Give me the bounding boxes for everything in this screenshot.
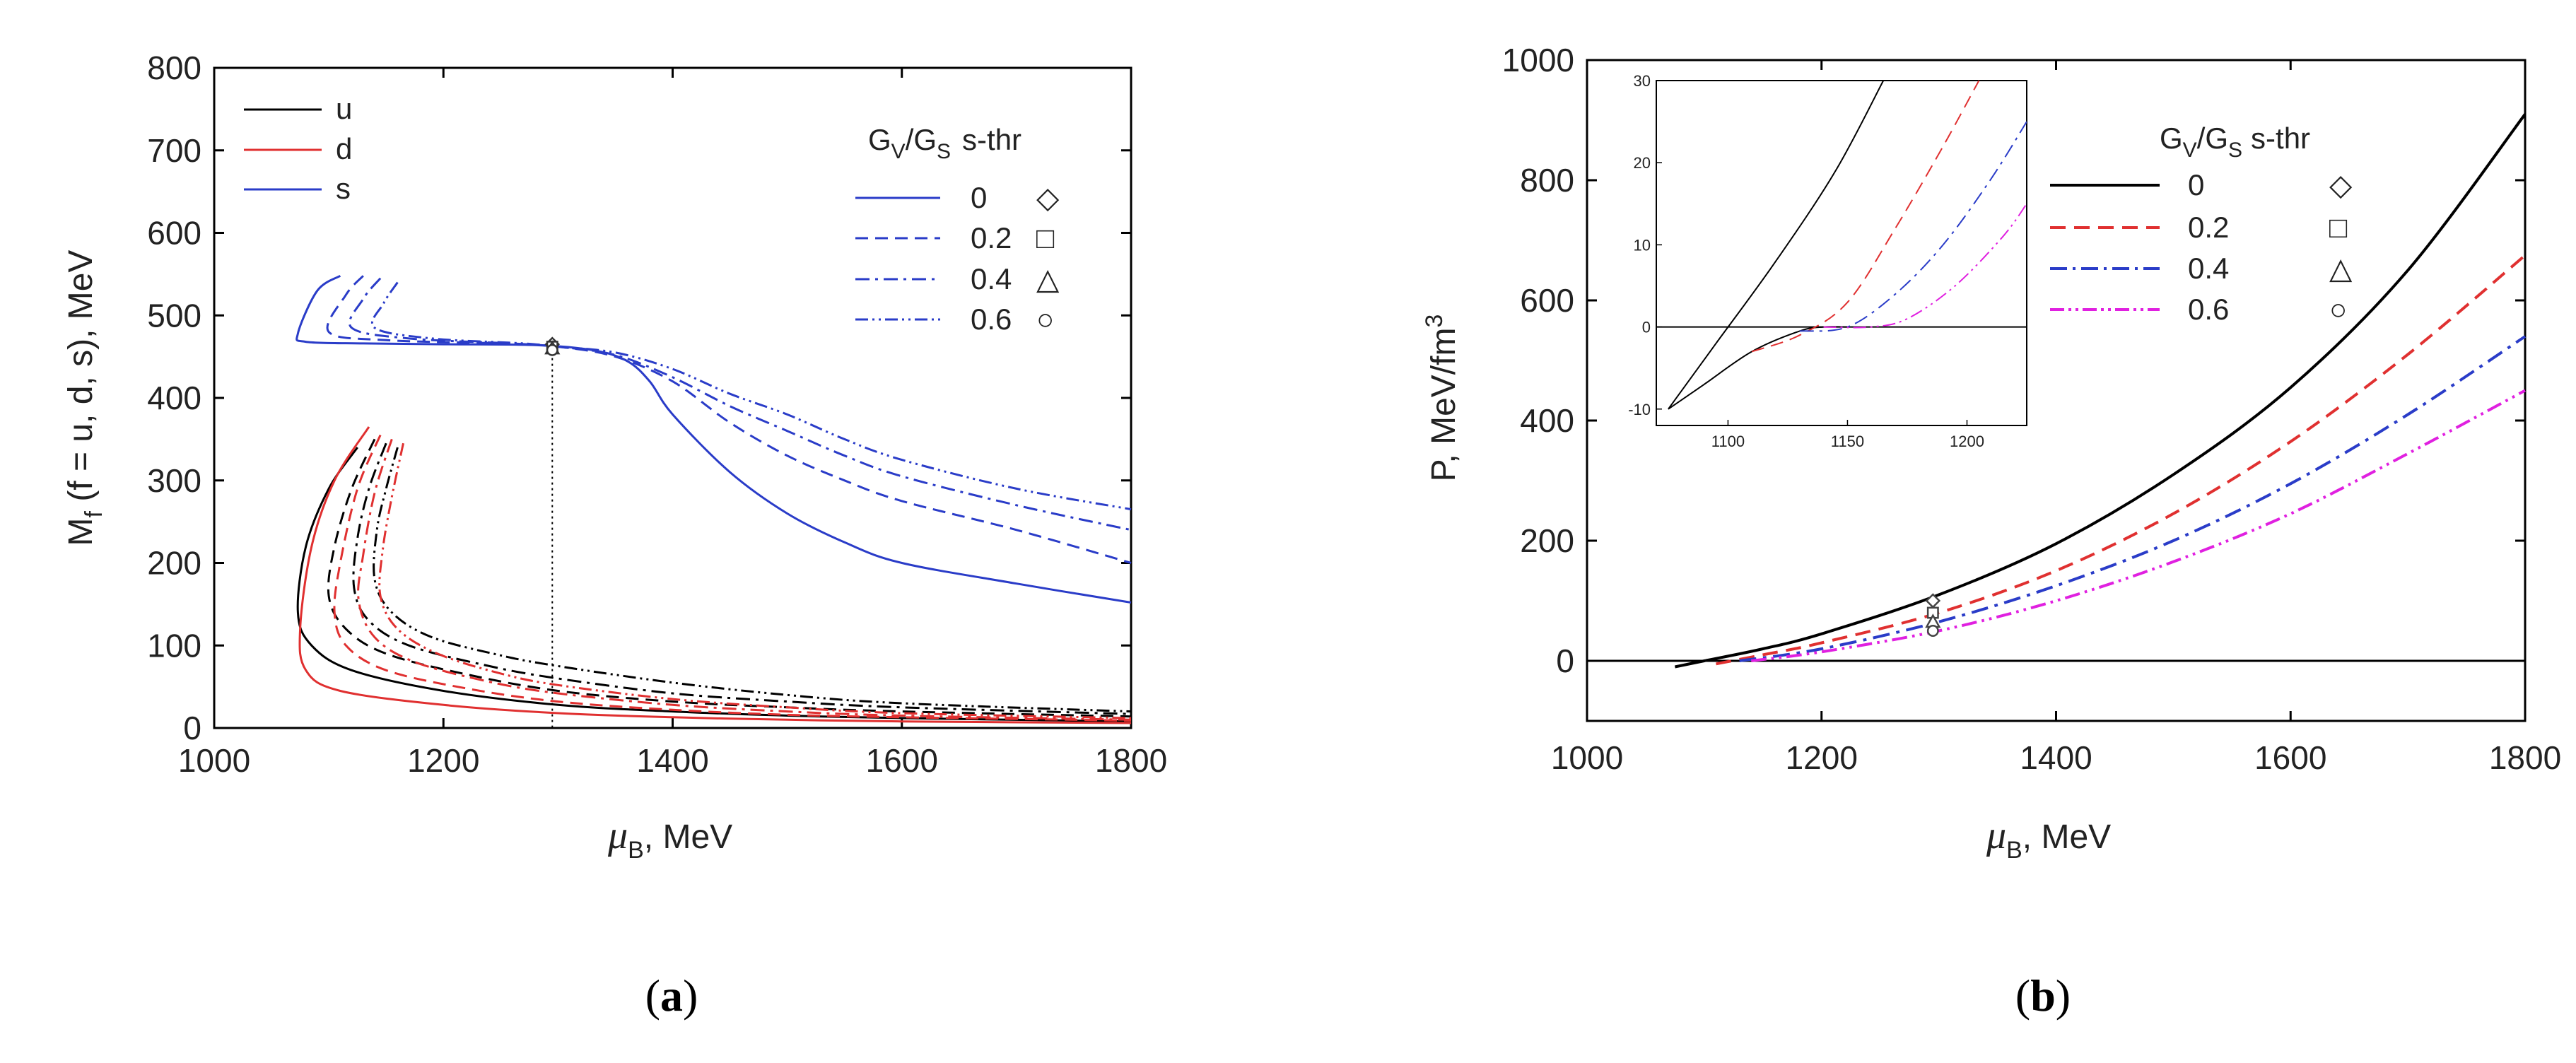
a-ytick-label: 800: [147, 49, 201, 86]
inset-ytick-label: 20: [1634, 154, 1651, 172]
b-series-line: [1675, 113, 2527, 669]
a-series-line: [370, 281, 1132, 511]
a-series-line: [352, 442, 1132, 715]
panel-b-legend-title: GV/GS s-thr: [2160, 122, 2310, 162]
panel-a-gv-legend-title: GV/GS s-thr: [868, 123, 1021, 163]
b-legend-label-1: 0.2: [2188, 211, 2229, 244]
a-series-line: [378, 442, 1132, 720]
legend-d-label: d: [336, 132, 352, 165]
a-ytick-label: 300: [147, 462, 201, 499]
b-xtick-label: 1000: [1551, 739, 1623, 776]
b-legend-marker-1: □: [2329, 211, 2348, 244]
a-ytick-label: 100: [147, 627, 201, 664]
gv-legend-label-3: 0.6: [971, 303, 1012, 336]
a-ytick-label: 700: [147, 132, 201, 169]
b-ytick-label: 0: [1556, 642, 1574, 679]
inset-ytick-label: 0: [1642, 319, 1651, 336]
inset-frame: [1656, 80, 2027, 426]
panel-a-ylabel: Mf (f = u, d, s), MeV: [62, 250, 107, 546]
inset-series-group: [1668, 81, 2027, 410]
a-ytick-label: 0: [183, 710, 201, 746]
b-ytick-label: 600: [1520, 282, 1574, 319]
a-series-line: [373, 447, 1132, 713]
gv-legend-label-1: 0.2: [971, 221, 1012, 254]
a-xtick-label: 1000: [178, 742, 250, 779]
gv-legend-marker-2: △: [1036, 262, 1060, 295]
b-legend-label-2: 0.4: [2188, 252, 2229, 285]
b-xtick-label: 1200: [1786, 739, 1858, 776]
inset-series: [1668, 81, 2027, 410]
panel-b-xlabel: μB, MeV: [1986, 814, 2111, 864]
panel-a-flavor-legend: u d s: [244, 92, 352, 205]
gv-legend-marker-0: ◇: [1036, 181, 1060, 214]
gv-legend-marker-1: □: [1036, 221, 1055, 254]
a-threshold-marker: [546, 343, 558, 356]
panel-b-legend: GV/GS s-thr 0 ◇ 0.2 □ 0.4 △ 0.6 ○: [2050, 122, 2353, 326]
panel-a-xlabel: μB, MeV: [607, 814, 732, 864]
panel-a-caption: (a): [645, 970, 698, 1021]
panel-b-caption: (b): [2015, 970, 2071, 1021]
a-xtick-label: 1800: [1095, 742, 1167, 779]
gv-legend-marker-3: ○: [1036, 303, 1054, 336]
a-xtick-label: 1200: [407, 742, 479, 779]
b-ytick-label: 400: [1520, 402, 1574, 439]
b-ytick-label: 200: [1520, 522, 1574, 559]
a-series-line: [295, 274, 1132, 604]
b-legend-label-3: 0.6: [2188, 293, 2229, 326]
b-xtick-label: 1400: [2020, 739, 2092, 776]
a-series-line: [298, 426, 1132, 724]
a-series-line: [333, 434, 1132, 722]
gv-legend-label-2: 0.4: [971, 262, 1012, 295]
a-ytick-label: 600: [147, 215, 201, 252]
inset-series-line: [1668, 81, 1885, 410]
inset-plot: 1100 1150 1200 -10 0 10 20 30: [1628, 72, 2027, 450]
a-series-line: [357, 438, 1132, 721]
legend-s-label: s: [336, 172, 351, 205]
b-xtick-label: 1600: [2254, 739, 2326, 776]
b-legend-marker-2: △: [2329, 252, 2353, 285]
inset-ytick-label: 30: [1634, 72, 1651, 90]
panel-a: 1000 1200 1400 1600 1800 0 100 200 300 400 500 600 7…: [62, 49, 1167, 1021]
b-legend-marker-3: ○: [2329, 293, 2347, 326]
b-xtick-label: 1800: [2489, 739, 2561, 776]
b-legend-label-0: 0: [2188, 168, 2204, 201]
b-ytick-label: 800: [1520, 162, 1574, 199]
inset-xtick-label: 1200: [1950, 433, 1984, 450]
a-ytick-label: 400: [147, 380, 201, 416]
panel-a-series: [295, 274, 1132, 724]
panel-b-series: [1675, 113, 2527, 669]
panel-a-gv-legend: GV/GS s-thr 0 ◇ 0.2 □ 0.4 △ 0.6 ○: [855, 123, 1060, 336]
a-series-line: [326, 275, 1132, 564]
b-series-line: [1750, 389, 2526, 662]
panel-b-markers: [1925, 593, 1941, 637]
panel-a-ticks: 1000 1200 1400 1600 1800 0 100 200 300 400 500 600 7…: [147, 49, 1167, 779]
inset-ytick-label: 10: [1634, 236, 1651, 254]
inset-xtick-label: 1100: [1711, 433, 1745, 450]
legend-u-label: u: [336, 92, 352, 125]
inset-series-line: [1751, 81, 1980, 353]
b-series-line: [1716, 254, 2527, 666]
panel-a-markers: [544, 336, 561, 728]
inset-ytick-label: -10: [1628, 401, 1651, 418]
b-legend-marker-0: ◇: [2329, 168, 2353, 201]
inset-series-line: [1823, 203, 2027, 329]
a-series-line: [327, 438, 1132, 718]
inset-ticks: 1100 1150 1200 -10 0 10 20 30: [1628, 72, 2027, 450]
b-series-line: [1739, 335, 2527, 662]
a-series-line: [349, 277, 1132, 532]
a-ytick-label: 200: [147, 545, 201, 582]
gv-legend-label-0: 0: [971, 181, 987, 214]
a-xtick-label: 1600: [866, 742, 938, 779]
a-xtick-label: 1400: [636, 742, 708, 779]
b-threshold-marker: [1926, 625, 1939, 637]
panel-b-ylabel: P, MeV/fm3: [1421, 315, 1463, 482]
a-series-line: [296, 447, 1132, 723]
a-ytick-label: 500: [147, 297, 201, 334]
inset-xtick-label: 1150: [1831, 433, 1864, 450]
b-ytick-label: 1000: [1502, 42, 1574, 78]
panel-a-frame: [213, 66, 1132, 729]
